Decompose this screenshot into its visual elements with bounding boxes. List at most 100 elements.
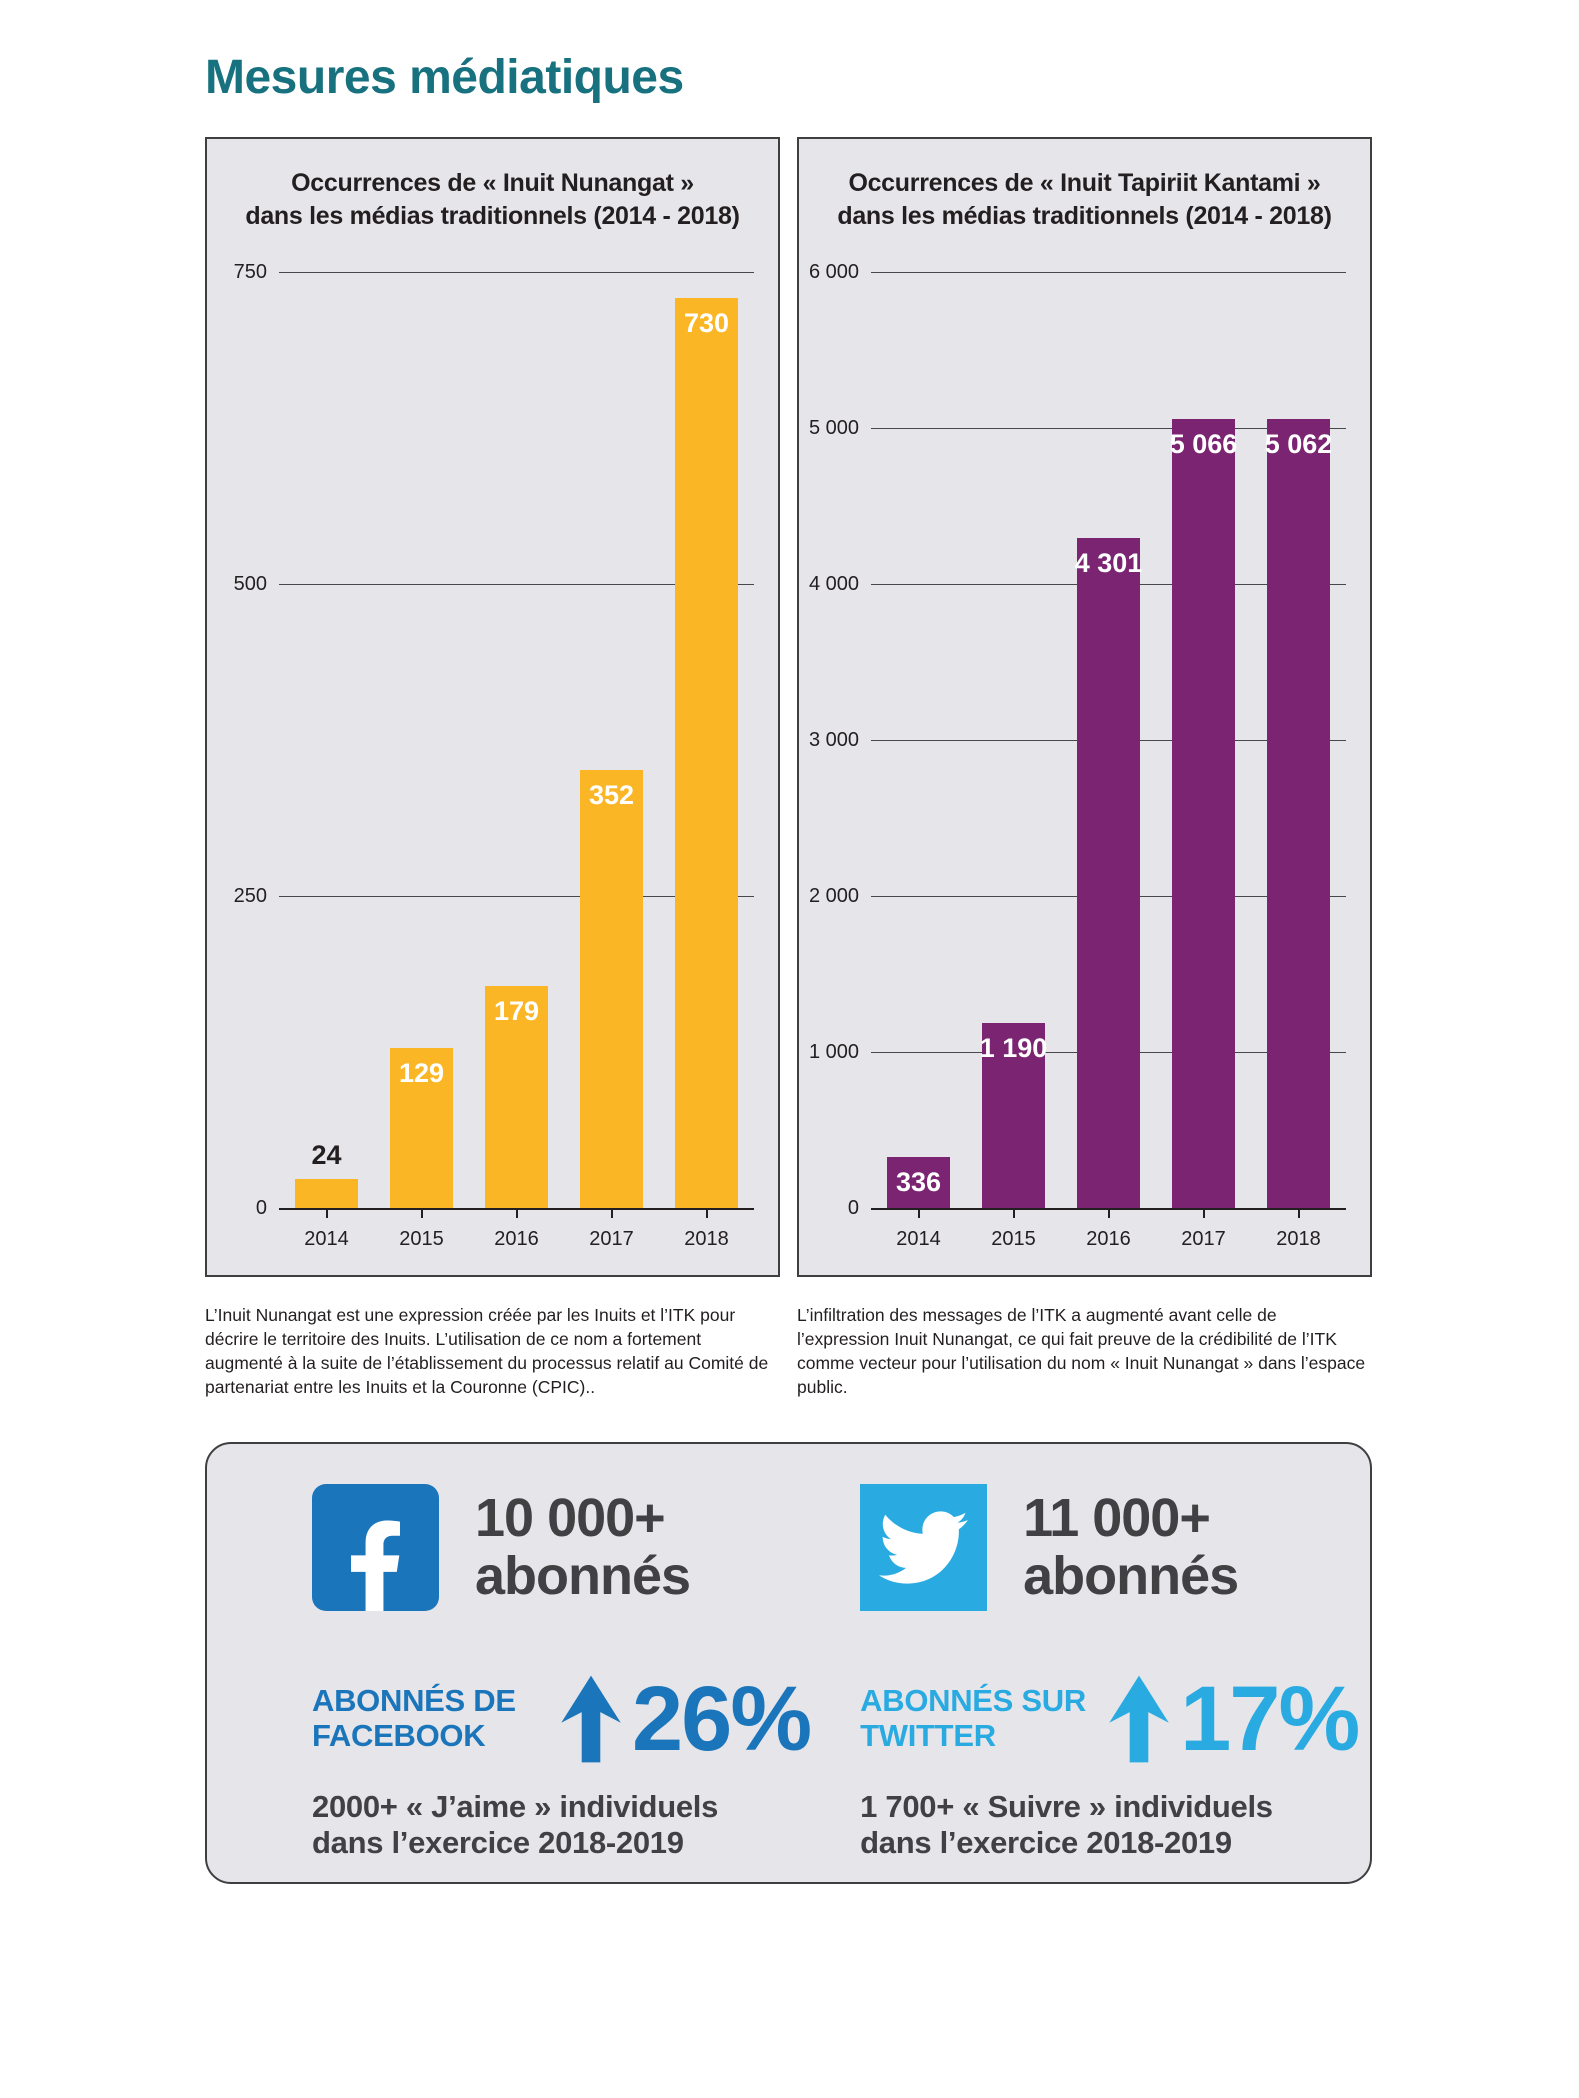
x-axis-label-2015: 2015 [399,1228,444,1250]
facebook-follower-count: 10 000+ abonnés [475,1487,691,1607]
twitter-growth-detail: 1 700+ « Suivre » individuels dans l’exe… [860,1788,1273,1861]
x-axis-tick [1297,1209,1300,1218]
bar-value-label: 5 066 [1169,428,1238,459]
bar-slot-2014: 24 [279,273,374,1209]
y-axis-tick-label: 2 000 [808,885,859,908]
x-axis-label-2018: 2018 [1276,1228,1321,1250]
bar-slot-2015: 129 [374,273,469,1209]
bar-slot-2016: 179 [469,273,564,1209]
y-axis-tick-label: 4 000 [808,573,859,596]
bar-2014 [295,1179,358,1209]
bar-value-label: 730 [683,307,730,338]
y-axis-tick-label: 0 [847,1197,859,1219]
up-arrow-icon [560,1667,622,1771]
x-axis-tick [1107,1209,1110,1218]
y-axis-tick-label: 0 [255,1197,267,1219]
bar-2016: 4 301 [1075,538,1142,1209]
chart-caption: L’Inuit Nunangat est une expression créé… [205,1305,769,1398]
bar-slot-2014: 336 [871,273,966,1209]
bar-value-label: 336 [895,1166,942,1197]
x-axis-label-2016: 2016 [1086,1228,1131,1250]
facebook-growth-label: ABONNÉS DE FACEBOOK [312,1683,516,1753]
x-axis-tick [325,1209,328,1218]
chart-title: Occurrences de « Inuit Nunangat » dans l… [245,169,740,230]
x-axis-slot: 2014 [279,1209,374,1251]
gridline-5000 [871,428,1346,429]
plot-area: 0 1 000 2 000 3 000 4 000 5 000 6 000 336 1 190 4… [809,261,1346,1250]
up-arrow-icon [1108,1667,1170,1771]
twitter-growth-percent: 17% [1180,1667,1360,1770]
bar-value-label: 1 190 [979,1033,1048,1064]
gridline-250 [279,896,754,898]
y-axis-tick-label: 500 [233,573,267,596]
x-axis-slot: 2018 [1251,1209,1346,1251]
page: Mesures médiatiques Occurrences de « Inu… [205,50,1372,1884]
bar-2015: 129 [390,1048,453,1209]
x-axis-slot: 2017 [564,1209,659,1251]
bar-2017: 352 [580,769,643,1209]
twitter-growth-label: ABONNÉS SUR TWITTER [860,1683,1086,1753]
x-axis-slot: 2016 [469,1209,564,1251]
twitter-growth-row: ABONNÉS SUR TWITTER 17% [860,1667,1360,1771]
x-axis-labels: 2014 2015 2016 2017 2018 [279,1209,754,1251]
bar-value-label: 4 301 [1074,548,1143,579]
plot-area: 0 250 500 750 24 129 179 352 730 2014 2015 2016 2017… [234,261,754,1250]
x-axis-label-2018: 2018 [684,1228,729,1250]
x-axis-tick [917,1209,920,1218]
x-axis-label-2016: 2016 [494,1228,539,1250]
facebook-icon [312,1483,439,1611]
y-axis-tick-label: 6 000 [808,261,859,283]
bar-2018: 730 [675,297,738,1209]
x-axis-tick [705,1209,708,1218]
x-axis-slot: 2017 [1156,1209,1251,1251]
chart-frame-inuit-nunangat: Occurrences de « Inuit Nunangat » dans l… [205,137,780,1277]
twitter-icon [860,1483,988,1611]
x-axis-tick [515,1209,518,1218]
y-axis-tick-label: 750 [233,261,267,283]
x-axis-label-2014: 2014 [896,1228,941,1250]
bar-value-label: 352 [588,779,635,810]
bar-value-label: 129 [398,1058,445,1089]
y-axis-tick-label: 5 000 [808,417,859,439]
chart-title: Occurrences de « Inuit Tapiriit Kantami … [837,169,1332,230]
charts-row: Occurrences de « Inuit Nunangat » dans l… [205,137,1372,1400]
x-axis-label-2014: 2014 [304,1228,349,1250]
x-axis-tick [420,1209,423,1218]
facebook-growth-detail: 2000+ « J’aime » individuels dans l’exer… [312,1788,719,1861]
twitter-follower-count: 11 000+ abonnés [1023,1487,1239,1607]
y-axis-tick-label: 250 [233,885,267,908]
chart-frame-inuit-tapiriit-kantami: Occurrences de « Inuit Tapiriit Kantami … [797,137,1372,1277]
twitter-stats-column: 11 000+ abonnés ABONNÉS SUR TWITTER 17% … [860,1483,1360,1860]
x-axis-label-2017: 2017 [1181,1228,1226,1250]
bar-slot-2015: 1 190 [966,273,1061,1209]
bar-slot-2018: 730 [659,273,754,1209]
bars-group: 336 1 190 4 301 5 066 5 062 [871,273,1346,1209]
x-axis-line [871,1207,1346,1210]
x-axis-line [279,1207,754,1210]
bar-2015: 1 190 [980,1023,1047,1209]
bar-2017: 5 066 [1170,418,1237,1209]
bar-slot-2017: 5 066 [1156,273,1251,1209]
bar-value-label: 5 062 [1264,429,1333,460]
bar-value-label: 24 [311,1140,342,1171]
x-axis-tick [1012,1209,1015,1218]
x-axis-slot: 2016 [1061,1209,1156,1251]
bar-value-label: 179 [493,995,540,1026]
bar-slot-2016: 4 301 [1061,273,1156,1209]
x-axis-label-2015: 2015 [991,1228,1036,1250]
x-axis-slot: 2015 [374,1209,469,1251]
chart-inuit-tapiriit-kantami: Occurrences de « Inuit Tapiriit Kantami … [797,137,1372,1400]
y-axis-tick-label: 3 000 [808,729,859,751]
gridline-6000 [871,272,1346,273]
facebook-growth-percent: 26% [632,1667,812,1770]
x-axis-tick [610,1209,613,1218]
chart-inuit-nunangat: Occurrences de « Inuit Nunangat » dans l… [205,137,780,1400]
x-axis-slot: 2018 [659,1209,754,1251]
bar-2014: 336 [887,1156,950,1209]
facebook-growth-row: ABONNÉS DE FACEBOOK 26% [312,1667,812,1771]
facebook-followers-row: 10 000+ abonnés [312,1483,810,1611]
page-title: Mesures médiatiques [205,51,684,104]
bars-group: 24 129 179 352 730 [279,273,754,1209]
x-axis-slot: 2015 [966,1209,1061,1251]
gridline-750 [279,272,754,273]
